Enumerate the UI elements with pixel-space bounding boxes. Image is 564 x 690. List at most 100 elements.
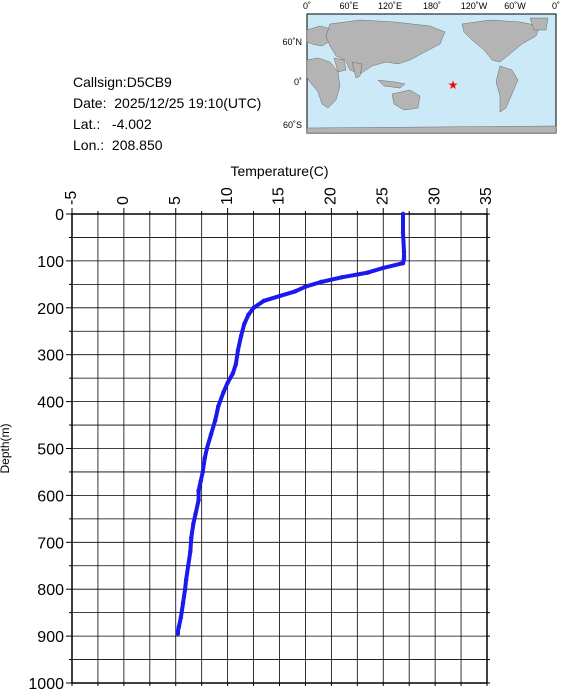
data-point [401, 249, 407, 254]
map-top-tick: 120˚E [378, 1, 402, 11]
data-point [233, 361, 239, 367]
x-tick-label: 20 [323, 187, 340, 205]
lat-label: Lat.: [73, 116, 101, 132]
data-point [292, 289, 298, 294]
lon-label: Lon.: [73, 137, 105, 153]
data-point [277, 293, 282, 299]
data-point [261, 298, 267, 303]
map-top-tick: 0˚ [552, 1, 560, 11]
data-point [186, 563, 191, 568]
plot-frame [71, 213, 488, 684]
data-point [176, 624, 182, 629]
data-point [212, 418, 218, 423]
data-point [365, 270, 370, 275]
arabia-land [333, 57, 347, 73]
australia-land [391, 89, 421, 111]
data-point [381, 265, 386, 271]
data-series [175, 211, 407, 636]
data-point [225, 380, 230, 386]
data-point [191, 521, 196, 526]
data-point [230, 371, 236, 376]
data-point [180, 601, 186, 606]
y-tick-label: 200 [37, 301, 64, 318]
data-point [238, 333, 244, 339]
data-point [183, 577, 189, 583]
y-tick-label: 600 [37, 488, 64, 505]
lat-row: Lat.: -4.002 [73, 114, 261, 135]
data-point [400, 261, 406, 266]
data-point [196, 488, 201, 493]
data-point [303, 284, 308, 289]
indonesia-land [377, 79, 406, 89]
data-point [188, 549, 193, 554]
africa-land [306, 57, 341, 109]
data-point [178, 615, 184, 620]
india-land [351, 61, 363, 79]
x-tick-label: 30 [426, 187, 443, 205]
x-tick-label: 10 [219, 187, 236, 205]
lon-value: 208.850 [111, 137, 163, 153]
map-land [306, 17, 557, 134]
data-point [246, 312, 251, 318]
data-point [200, 469, 205, 475]
data-point [193, 511, 198, 517]
y-axis-label: Depth(m) [0, 423, 12, 473]
chart-grid [71, 213, 488, 684]
data-point [339, 275, 344, 280]
date-value: 2025/12/25 19:10(UTC) [114, 95, 262, 111]
y-tick-label: 700 [37, 535, 64, 552]
map-side-tick: 60˚S [283, 120, 302, 130]
y-tick-label: 800 [37, 582, 64, 599]
north-america-land [461, 19, 541, 63]
data-point [318, 279, 324, 285]
y-tick-label: 300 [37, 348, 64, 365]
station-marker: ★ [448, 78, 459, 92]
map-top-tick: 120˚W [461, 1, 488, 11]
data-point [216, 404, 221, 409]
x-tick-label: 0 [115, 196, 132, 205]
map-top-tick: 0˚ [303, 1, 311, 11]
data-point [401, 256, 407, 261]
x-tick-label: 15 [271, 187, 288, 205]
data-point [182, 587, 188, 592]
date-label: Date: [73, 95, 107, 111]
world-map: 0˚ 60˚E 120˚E 180˚ 120˚W 60˚W 0˚ 60˚N 0˚… [282, 1, 560, 134]
data-point [208, 432, 214, 437]
data-point [189, 535, 194, 540]
map-top-tick: 60˚W [504, 1, 526, 11]
lon-row: Lon.: 208.850 [73, 135, 261, 156]
x-tick-label: -5 [63, 191, 80, 205]
data-point [204, 446, 210, 451]
chart-ticks [66, 208, 490, 686]
data-point [235, 347, 241, 353]
callsign-label: Callsign: [73, 74, 127, 90]
data-point [221, 390, 226, 395]
y-tick-label: 100 [37, 254, 64, 271]
x-tick-label: 5 [167, 196, 184, 205]
data-point [202, 455, 207, 461]
map-side-tick: 0˚ [294, 77, 302, 87]
x-tick-label: 35 [478, 187, 495, 205]
antarctica-land [306, 125, 557, 134]
y-tick-label: 900 [37, 629, 64, 646]
greenland-land [529, 17, 549, 31]
data-point [251, 305, 256, 310]
data-point [198, 479, 203, 484]
data-point [196, 497, 201, 503]
station-info: Callsign:D5CB9 Date: 2025/12/25 19:10(UT… [73, 72, 261, 156]
map-top-tick: 180˚ [423, 1, 441, 11]
y-tick-label: 1000 [28, 676, 64, 690]
callsign-value: D5CB9 [126, 74, 172, 90]
callsign-row: Callsign:D5CB9 [73, 72, 261, 93]
y-tick-label: 500 [37, 442, 64, 459]
y-tick-label: 400 [37, 395, 64, 412]
data-point [400, 230, 406, 235]
chart-tick-labels: -5 0 5 10 15 20 25 30 35 0 100 200 300 400 500 600 700 80… [28, 187, 495, 690]
date-row: Date: 2025/12/25 19:10(UTC) [73, 93, 261, 114]
data-point [242, 322, 247, 327]
x-tick-label: 25 [374, 187, 391, 205]
map-top-tick: 60˚E [339, 1, 358, 11]
asia-land [325, 19, 446, 75]
lat-value: -4.002 [111, 116, 152, 132]
